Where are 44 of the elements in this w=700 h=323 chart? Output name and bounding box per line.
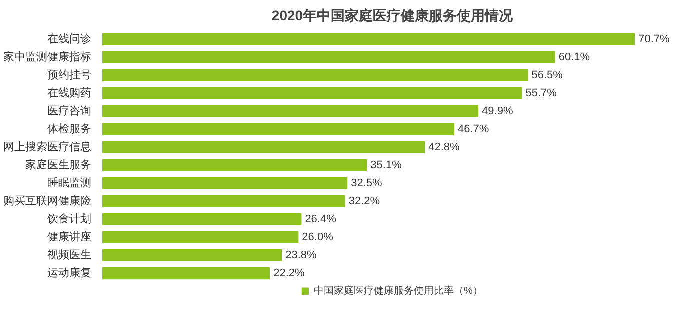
y-tick-label: 视频医生 bbox=[48, 248, 92, 262]
bar bbox=[102, 267, 270, 280]
y-tick-label: 在线问诊 bbox=[48, 32, 92, 46]
y-tick-label: 购买互联网健康险 bbox=[4, 194, 92, 208]
y-tick-label: 网上搜索医疗信息 bbox=[4, 140, 92, 154]
y-tick-label: 预约挂号 bbox=[48, 69, 92, 82]
bar bbox=[102, 33, 636, 46]
data-label: 32.2% bbox=[348, 195, 380, 208]
bar bbox=[102, 87, 522, 100]
bar bbox=[102, 195, 346, 208]
data-label: 42.8% bbox=[428, 141, 460, 154]
y-tick-label: 运动康复 bbox=[48, 266, 92, 280]
bar bbox=[102, 231, 299, 244]
bar bbox=[102, 213, 302, 226]
data-label: 55.7% bbox=[526, 87, 558, 100]
data-label: 46.7% bbox=[458, 123, 490, 136]
bar bbox=[102, 105, 479, 118]
bar bbox=[102, 69, 528, 82]
data-label: 70.7% bbox=[638, 33, 670, 46]
y-tick-label: 家中监测健康指标 bbox=[4, 50, 92, 64]
legend-label: 中国家庭医疗健康服务使用比率（%） bbox=[314, 284, 483, 298]
y-tick-label: 饮食计划 bbox=[46, 212, 92, 226]
data-label: 56.5% bbox=[532, 69, 564, 82]
y-tick-label: 健康讲座 bbox=[48, 230, 92, 244]
bar bbox=[102, 177, 348, 190]
y-tick-label: 体检服务 bbox=[48, 123, 92, 136]
bar bbox=[102, 159, 368, 172]
bar bbox=[102, 249, 282, 262]
data-label: 23.8% bbox=[286, 249, 318, 262]
y-tick-label: 睡眠监测 bbox=[48, 176, 92, 190]
data-label: 35.1% bbox=[370, 159, 402, 172]
y-tick-label: 家庭医生服务 bbox=[26, 158, 92, 172]
y-tick-label: 在线购药 bbox=[48, 86, 92, 100]
chart-title: 2020年中国家庭医疗健康服务使用情况 bbox=[272, 8, 514, 24]
data-label: 26.4% bbox=[305, 213, 337, 226]
bar bbox=[102, 123, 454, 136]
data-label: 49.9% bbox=[482, 105, 514, 118]
data-label: 26.0% bbox=[302, 231, 334, 244]
bar bbox=[102, 141, 426, 154]
bar bbox=[102, 51, 556, 64]
data-label: 32.5% bbox=[351, 177, 383, 190]
data-label: 60.1% bbox=[558, 51, 590, 64]
data-label: 22.2% bbox=[274, 267, 305, 280]
y-tick-label: 医疗咨询 bbox=[48, 104, 92, 118]
